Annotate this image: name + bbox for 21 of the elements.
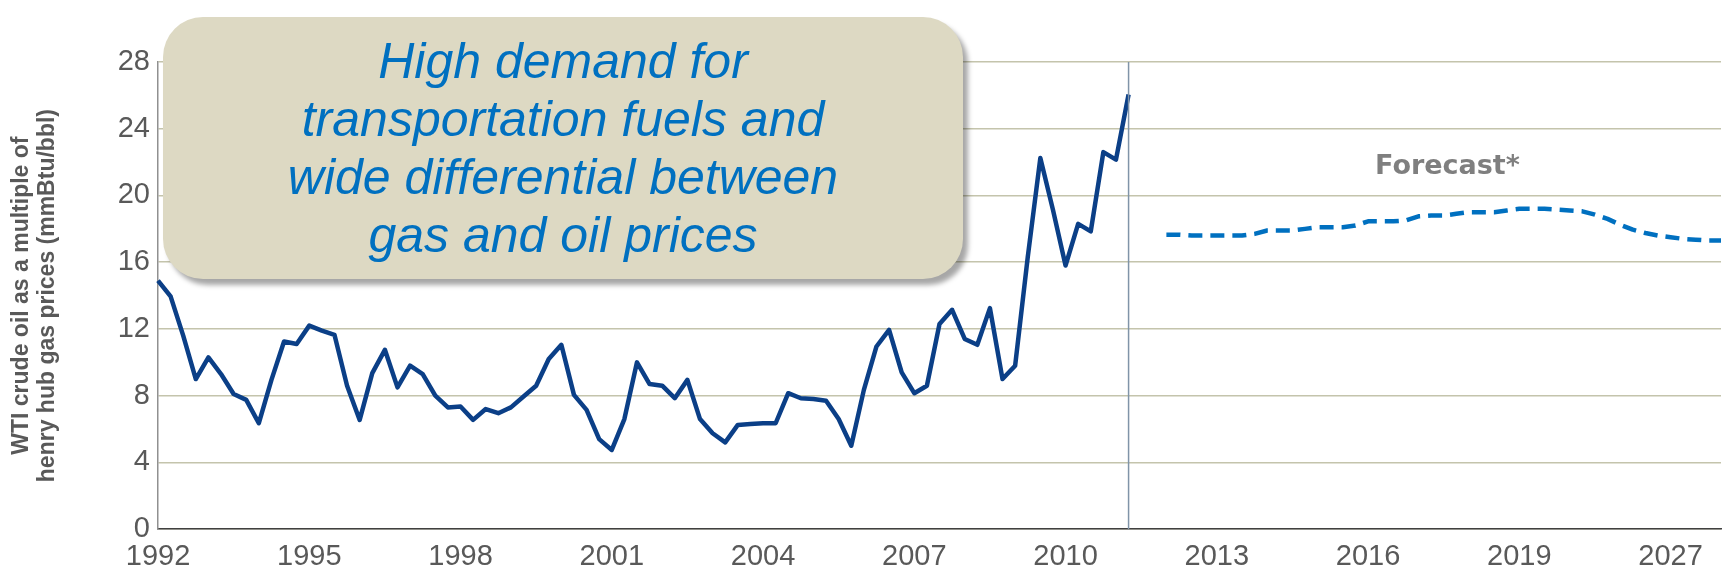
x-tick-label: 2007 — [882, 538, 947, 571]
y-tick-label: 12 — [117, 310, 150, 343]
x-tick-label: 2013 — [1184, 538, 1250, 571]
y-tick-label: 8 — [133, 377, 150, 410]
y-tick-label: 16 — [117, 244, 150, 277]
y-axis-title: WTI crude oil as a multiple of henry hub gas prices (mmBtu/bbl) — [6, 109, 60, 483]
y-tick-label: 24 — [117, 110, 150, 143]
y-tick-label: 20 — [117, 177, 150, 210]
x-tick-label: 1995 — [277, 538, 342, 571]
x-tick-label: 2001 — [579, 538, 645, 571]
x-tick-label: 2016 — [1335, 538, 1401, 571]
annotation: Forecast* — [1375, 149, 1520, 181]
line-series — [1164, 206, 1724, 243]
x-tick-label: 2019 — [1487, 538, 1552, 571]
x-tick-label: 2004 — [730, 538, 796, 571]
y-tick-label: 28 — [117, 44, 150, 76]
annotation: High demand for transportation fuels and wide differential between gas and oil prices — [286, 32, 840, 264]
x-tick-label: 2027 — [1638, 538, 1703, 571]
y-tick-label: 4 — [133, 444, 150, 477]
x-tick-label: 2010 — [1033, 538, 1098, 571]
x-tick-label: 1998 — [428, 538, 493, 571]
